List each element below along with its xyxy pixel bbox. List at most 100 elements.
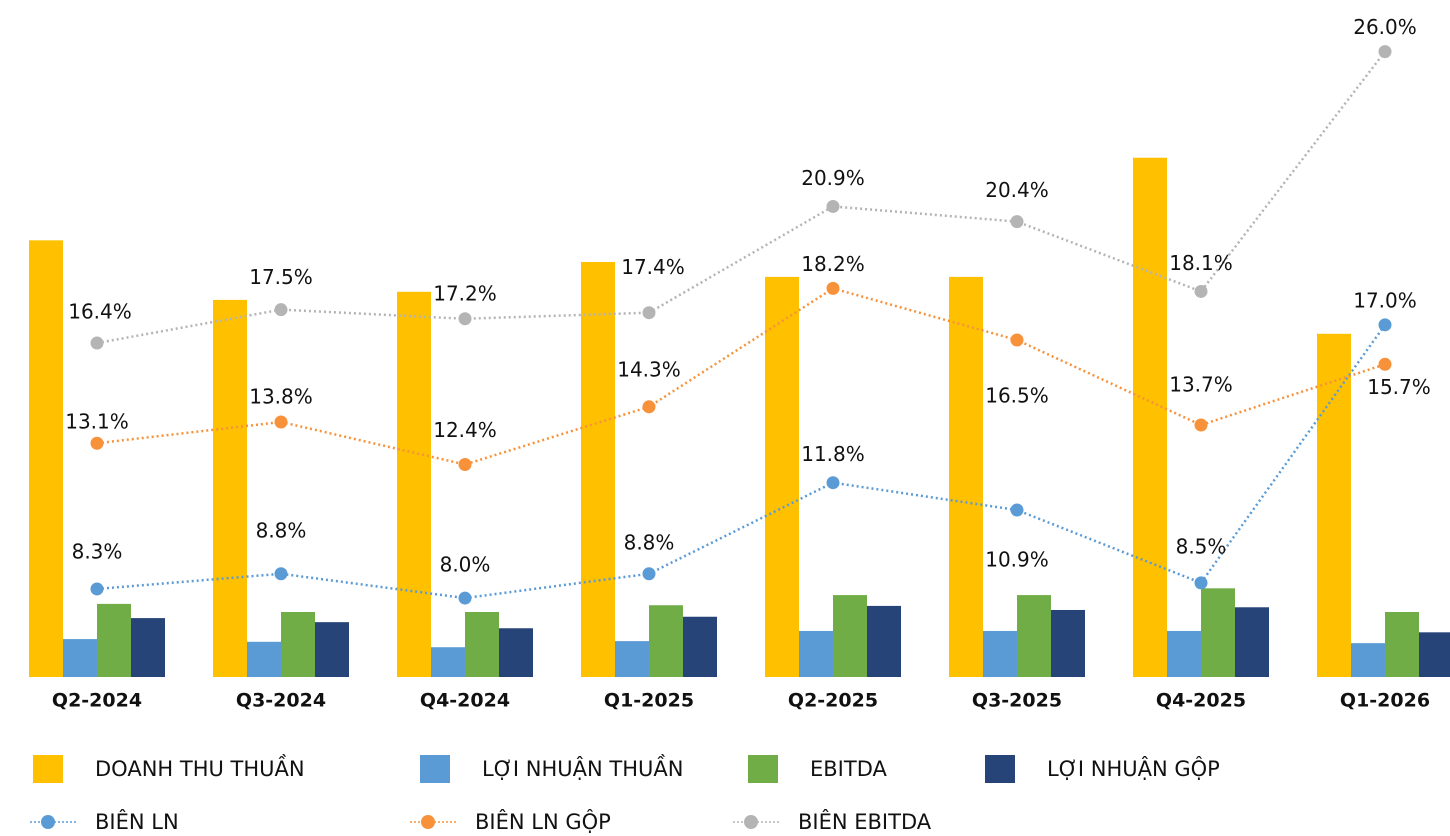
bar xyxy=(63,639,97,677)
bar xyxy=(581,261,615,677)
value-label: 12.4% xyxy=(433,418,497,442)
marker xyxy=(1378,45,1392,59)
marker xyxy=(458,591,472,605)
bar xyxy=(1351,643,1385,677)
bar xyxy=(683,616,717,677)
value-label: 16.4% xyxy=(68,300,132,324)
x-tick-label: Q1-2025 xyxy=(604,690,694,712)
bar xyxy=(1017,595,1051,677)
value-label: 18.1% xyxy=(1169,251,1233,275)
value-label: 18.2% xyxy=(801,252,865,276)
value-label: 13.7% xyxy=(1169,373,1233,397)
marker xyxy=(90,582,104,596)
marker xyxy=(274,567,288,581)
value-label: 17.2% xyxy=(433,281,497,305)
value-label: 8.8% xyxy=(624,530,675,554)
bar xyxy=(131,618,165,677)
value-label: 16.5% xyxy=(985,384,1049,408)
bar xyxy=(949,276,983,677)
marker xyxy=(1010,333,1024,347)
legend-label: LỢI NHUẬN THUẦN xyxy=(482,754,683,781)
value-label: 8.8% xyxy=(256,518,307,542)
x-tick-label: Q2-2025 xyxy=(788,690,878,712)
bar xyxy=(315,622,349,677)
legend-swatch xyxy=(420,755,450,783)
bar xyxy=(1235,607,1269,677)
legend-marker xyxy=(41,815,55,829)
bar xyxy=(833,595,867,677)
x-tick-label: Q3-2025 xyxy=(972,690,1062,712)
bar xyxy=(431,647,465,677)
bar xyxy=(397,291,431,677)
marker xyxy=(1194,284,1208,298)
x-tick-label: Q4-2025 xyxy=(1156,690,1246,712)
value-label: 11.8% xyxy=(801,442,865,466)
marker xyxy=(1194,418,1208,432)
marker xyxy=(642,400,656,414)
marker xyxy=(1010,503,1024,517)
marker xyxy=(90,436,104,450)
x-tick-label: Q2-2024 xyxy=(52,690,142,712)
bar xyxy=(765,276,799,677)
value-label: 17.5% xyxy=(249,265,313,289)
value-label: 14.3% xyxy=(617,357,681,381)
legend-label: BIÊN LN GỘP xyxy=(475,809,611,834)
line xyxy=(96,324,1387,600)
marker xyxy=(642,567,656,581)
marker xyxy=(826,476,840,490)
marker xyxy=(642,306,656,320)
marker xyxy=(1194,576,1208,590)
bar xyxy=(983,630,1017,677)
legend-label: EBITDA xyxy=(810,757,887,781)
marker xyxy=(826,281,840,295)
x-tick-label: Q4-2024 xyxy=(420,690,510,712)
value-label: 13.8% xyxy=(249,384,313,408)
bar xyxy=(465,612,499,677)
value-label: 10.9% xyxy=(985,548,1049,572)
bar xyxy=(247,641,281,677)
value-label: 8.5% xyxy=(1176,534,1227,558)
x-tick-label: Q1-2026 xyxy=(1340,690,1430,712)
marker xyxy=(458,312,472,326)
legend-label: DOANH THU THUẦN xyxy=(95,754,305,781)
bar xyxy=(1419,632,1450,677)
legend-label: BIÊN EBITDA xyxy=(798,809,932,834)
marker xyxy=(1378,357,1392,371)
bar xyxy=(799,630,833,677)
bar xyxy=(213,299,247,677)
bar xyxy=(1385,612,1419,677)
marker xyxy=(274,415,288,429)
x-tick-label: Q3-2024 xyxy=(236,690,326,712)
marker xyxy=(458,457,472,471)
bar xyxy=(97,603,131,677)
value-label: 20.4% xyxy=(985,178,1049,202)
bar xyxy=(1317,333,1351,677)
bar xyxy=(29,240,63,677)
value-label: 17.4% xyxy=(621,255,685,279)
value-label: 20.9% xyxy=(801,166,865,190)
legend-swatch xyxy=(985,755,1015,783)
legend-marker xyxy=(744,815,758,829)
value-label: 8.3% xyxy=(72,539,123,563)
marker xyxy=(1378,318,1392,332)
line xyxy=(96,287,1386,466)
value-label: 8.0% xyxy=(440,553,491,577)
legend-swatch xyxy=(748,755,778,783)
marker xyxy=(1010,215,1024,229)
bar xyxy=(1051,609,1085,677)
bar xyxy=(1167,630,1201,677)
marker xyxy=(826,199,840,213)
value-label: 13.1% xyxy=(65,410,129,434)
bar xyxy=(1201,588,1235,677)
bar xyxy=(867,605,901,677)
legend-label: BIÊN LN xyxy=(95,809,179,834)
bar xyxy=(499,628,533,677)
marker xyxy=(274,303,288,317)
value-label: 15.7% xyxy=(1367,375,1431,399)
bar xyxy=(1133,157,1167,678)
bar xyxy=(281,612,315,677)
legend-swatch xyxy=(33,755,63,783)
legend-marker xyxy=(421,815,435,829)
line xyxy=(96,50,1386,345)
marker xyxy=(90,336,104,350)
